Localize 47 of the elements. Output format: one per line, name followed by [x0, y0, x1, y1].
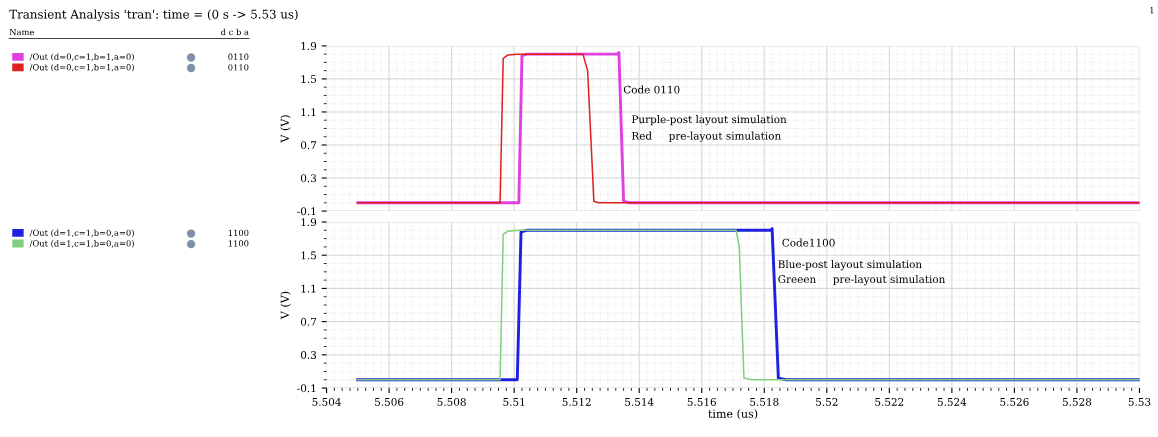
annotation: Purple-post layout simulation [631, 115, 787, 126]
y-tick-label: 1.1 [301, 108, 316, 117]
y-axis-title: V (V) [280, 291, 291, 320]
y-tick-label: 1.1 [301, 284, 316, 293]
text: 0110 [228, 64, 249, 71]
y-tick-label: 1.5 [301, 251, 317, 260]
x-axis-title: time (us) [708, 409, 758, 420]
x-tick-label: 5.514 [625, 397, 654, 406]
text: d c b a [221, 28, 249, 36]
y-tick-label: 1.9 [301, 42, 317, 50]
x-tick-label: 5.512 [562, 397, 591, 406]
legend-label: /Out (d=0,c=1,b=1,a=0) [29, 63, 134, 72]
x-tick-label: 5.506 [375, 397, 404, 406]
y-tick-label: 0.7 [300, 141, 317, 150]
text: 1 [1150, 7, 1154, 14]
annotation: Code1100 [782, 238, 835, 247]
annotation: Code 0110 [623, 85, 680, 94]
annotation: Greeen pre-layout simulation [778, 275, 946, 286]
y-axis-title: V (V) [280, 115, 291, 143]
legend-label: /Out (d=0,c=1,b=1,a=0) [29, 53, 134, 62]
y-tick-label: -0.1 [297, 207, 316, 216]
legend-label: /Out (d=1,c=1,b=0,a=0) [29, 229, 134, 238]
y-tick-label: 1.9 [301, 218, 317, 227]
legend-label: /Out (d=1,c=1,b=0,a=0) [29, 240, 134, 248]
text: 0110 [228, 53, 249, 60]
x-tick-label: 5.508 [437, 397, 466, 406]
x-tick-label: 5.51 [503, 397, 525, 406]
x-tick-label: 5.522 [875, 397, 904, 406]
annotation: Red pre-layout simulation [631, 131, 781, 142]
annotation: Blue-post layout simulation [778, 260, 922, 271]
x-tick-label: 5.518 [750, 397, 779, 406]
text: 1100 [228, 229, 249, 236]
y-tick-label: -0.1 [297, 384, 316, 393]
x-tick-label: 5.526 [1000, 397, 1029, 406]
x-tick-label: 5.52 [816, 397, 838, 406]
x-tick-label: 5.528 [1062, 397, 1092, 406]
x-tick-label: 5.516 [687, 397, 716, 406]
x-tick-label: 5.504 [312, 397, 341, 406]
text: 1100 [228, 240, 249, 247]
x-tick-label: 5.53 [1128, 397, 1151, 406]
y-tick-label: 0.3 [300, 351, 317, 359]
text: Transient Analysis 'tran': time = (0 s -> 5.53 us) [9, 9, 298, 22]
text: Name [9, 29, 34, 36]
x-tick-label: 5.524 [937, 397, 967, 406]
y-tick-label: 0.3 [300, 174, 317, 183]
y-tick-label: 1.5 [301, 75, 317, 84]
y-tick-label: 0.7 [300, 317, 317, 326]
